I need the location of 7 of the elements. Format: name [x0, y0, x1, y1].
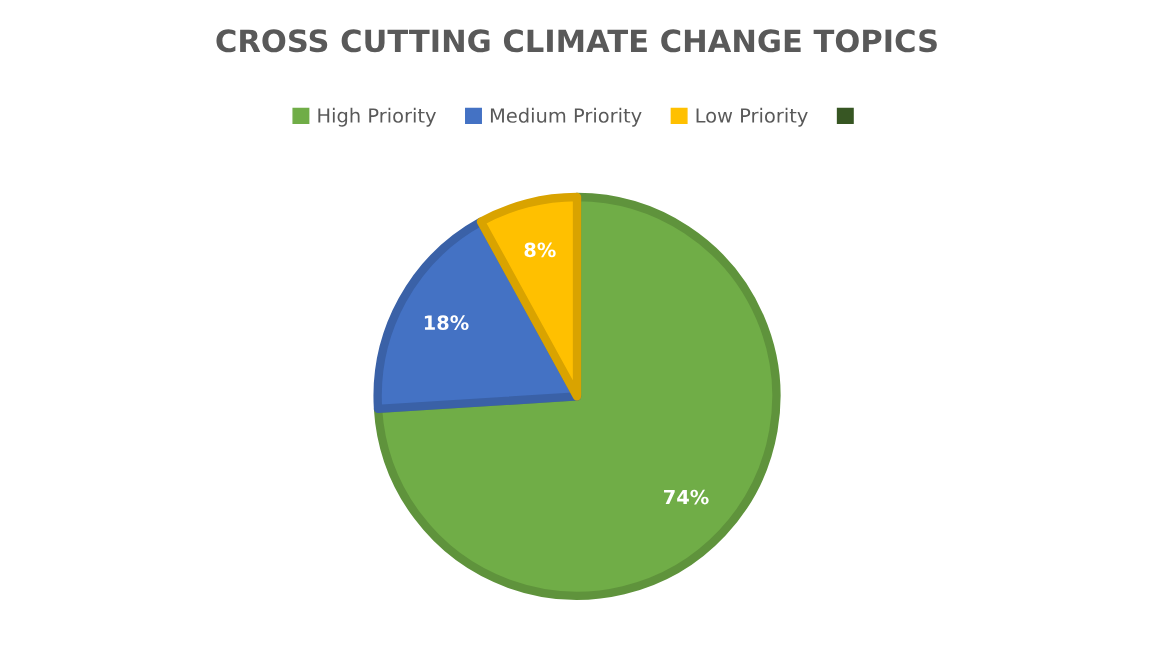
chart-title: CROSS CUTTING CLIMATE CHANGE TOPICS [216, 29, 937, 53]
data-label: 18% [424, 315, 469, 330]
legend-label: Medium Priority [490, 107, 642, 127]
legend-label: High Priority [318, 107, 436, 127]
data-label: 74% [664, 489, 709, 505]
data-label: 8% [524, 242, 556, 258]
legend-label: Low Priority [696, 107, 808, 127]
